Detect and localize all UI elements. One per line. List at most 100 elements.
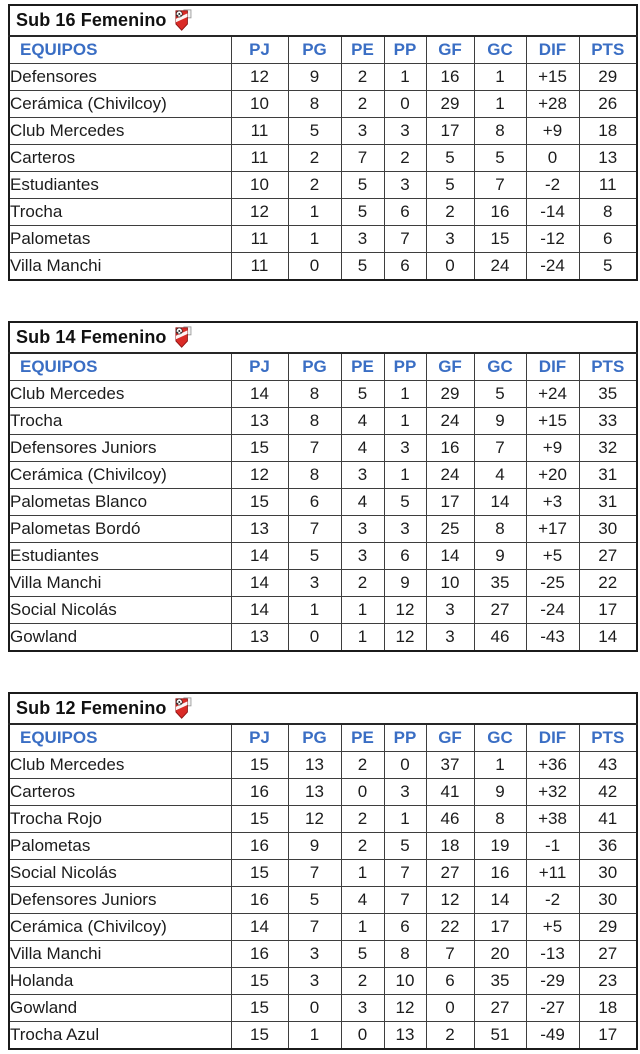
table-row: Holanda 15 3 2 10 6 35 -29 23 — [8, 967, 638, 995]
stat-cell: 0 — [383, 90, 427, 118]
stat-cell: 33 — [578, 407, 638, 435]
stat-cell: 12 — [230, 198, 289, 226]
stat-cell: 18 — [425, 832, 475, 860]
column-header-equipos: EQUIPOS — [8, 352, 232, 381]
stat-cell: 14 — [230, 569, 289, 597]
column-header-row: EQUIPOS PJ PG PE PP GF GC DIF PTS — [8, 35, 638, 64]
team-name-cell: Defensores Juniors — [8, 434, 232, 462]
stat-cell: 32 — [578, 434, 638, 462]
stat-cell: 24 — [425, 407, 475, 435]
stat-cell: -25 — [525, 569, 580, 597]
stat-cell: 14 — [230, 913, 289, 941]
stat-cell: 11 — [578, 171, 638, 199]
standings-table-sub12: Sub 12 Femenino EQUIPOS — [8, 692, 639, 1050]
stat-cell: 8 — [578, 198, 638, 226]
team-name-cell: Holanda — [8, 967, 232, 995]
stat-cell: 3 — [287, 967, 342, 995]
stat-cell: 7 — [473, 434, 527, 462]
stat-cell: 20 — [473, 940, 527, 968]
stat-cell: +5 — [525, 542, 580, 570]
team-name-cell: Trocha Azul — [8, 1021, 232, 1050]
stat-cell: 43 — [578, 751, 638, 779]
table-row: Villa Manchi 14 3 2 9 10 35 -25 22 — [8, 569, 638, 597]
stat-cell: 0 — [383, 751, 427, 779]
stat-cell: 3 — [425, 225, 475, 253]
stat-cell: 13 — [287, 751, 342, 779]
stat-cell: 0 — [340, 778, 385, 806]
stat-cell: 10 — [230, 171, 289, 199]
stat-cell: 17 — [425, 488, 475, 516]
stat-cell: 7 — [340, 144, 385, 172]
stat-cell: 14 — [473, 488, 527, 516]
table-title: Sub 14 Femenino — [16, 327, 167, 347]
stat-cell: 35 — [473, 569, 527, 597]
team-name-cell: Cerámica (Chivilcoy) — [8, 913, 232, 941]
column-header-row: EQUIPOS PJ PG PE PP GF GC DIF PTS — [8, 723, 638, 752]
team-name-cell: Defensores — [8, 63, 232, 91]
stat-cell: 36 — [578, 832, 638, 860]
stat-cell: 3 — [383, 117, 427, 145]
stat-cell: 3 — [340, 225, 385, 253]
stat-cell: 13 — [383, 1021, 427, 1050]
table-row: Cerámica (Chivilcoy) 14 7 1 6 22 17 +5 29 — [8, 913, 638, 941]
stat-cell: -43 — [525, 623, 580, 652]
stat-cell: 0 — [525, 144, 580, 172]
table-row: Club Mercedes 11 5 3 3 17 8 +9 18 — [8, 117, 638, 145]
stat-cell: 30 — [578, 515, 638, 543]
stat-cell: 8 — [383, 940, 427, 968]
stat-cell: 14 — [230, 596, 289, 624]
stat-cell: 7 — [287, 515, 342, 543]
stat-cell: 1 — [340, 859, 385, 887]
stat-cell: +3 — [525, 488, 580, 516]
stat-cell: 6 — [287, 488, 342, 516]
stat-cell: 12 — [230, 461, 289, 489]
column-header-equipos: EQUIPOS — [8, 35, 232, 64]
stat-cell: 2 — [340, 90, 385, 118]
stat-cell: 31 — [578, 488, 638, 516]
stat-cell: 46 — [425, 805, 475, 833]
column-header-pts: PTS — [578, 352, 638, 381]
table-row: Carteros 16 13 0 3 41 9 +32 42 — [8, 778, 638, 806]
stat-cell: 14 — [230, 542, 289, 570]
stat-cell: 3 — [287, 569, 342, 597]
column-header-pts: PTS — [578, 35, 638, 64]
standings-table-sub14: Sub 14 Femenino EQUIPOS — [8, 321, 639, 652]
column-header-gf: GF — [425, 35, 475, 64]
stat-cell: -29 — [525, 967, 580, 995]
column-header-pg: PG — [287, 35, 342, 64]
stat-cell: 30 — [578, 886, 638, 914]
stat-cell: 31 — [578, 461, 638, 489]
stat-cell: +17 — [525, 515, 580, 543]
team-name-cell: Villa Manchi — [8, 940, 232, 968]
stat-cell: 1 — [383, 63, 427, 91]
column-header-dif: DIF — [525, 723, 580, 752]
stat-cell: 7 — [287, 859, 342, 887]
stat-cell: 1 — [473, 90, 527, 118]
stat-cell: 5 — [340, 171, 385, 199]
table-row: Trocha Rojo 15 12 2 1 46 8 +38 41 — [8, 805, 638, 833]
table-row: Palometas 16 9 2 5 18 19 -1 36 — [8, 832, 638, 860]
stat-cell: 8 — [287, 380, 342, 408]
table-row: Cerámica (Chivilcoy) 12 8 3 1 24 4 +20 31 — [8, 461, 638, 489]
table-row: Palometas Blanco 15 6 4 5 17 14 +3 31 — [8, 488, 638, 516]
stat-cell: 2 — [340, 805, 385, 833]
stat-cell: 3 — [340, 515, 385, 543]
table-row: Palometas 11 1 3 7 3 15 -12 6 — [8, 225, 638, 253]
stat-cell: 3 — [287, 940, 342, 968]
stat-cell: 3 — [340, 461, 385, 489]
stat-cell: 12 — [425, 886, 475, 914]
stat-cell: 5 — [287, 117, 342, 145]
team-name-cell: Gowland — [8, 623, 232, 652]
stat-cell: 7 — [287, 913, 342, 941]
stat-cell: +5 — [525, 913, 580, 941]
stat-cell: 8 — [287, 461, 342, 489]
stat-cell: 3 — [425, 623, 475, 652]
team-name-cell: Palometas Blanco — [8, 488, 232, 516]
stat-cell: +15 — [525, 63, 580, 91]
stat-cell: 19 — [473, 832, 527, 860]
stat-cell: 15 — [230, 967, 289, 995]
stat-cell: 9 — [383, 569, 427, 597]
stat-cell: 29 — [425, 380, 475, 408]
stat-cell: 30 — [578, 859, 638, 887]
stat-cell: 7 — [383, 886, 427, 914]
